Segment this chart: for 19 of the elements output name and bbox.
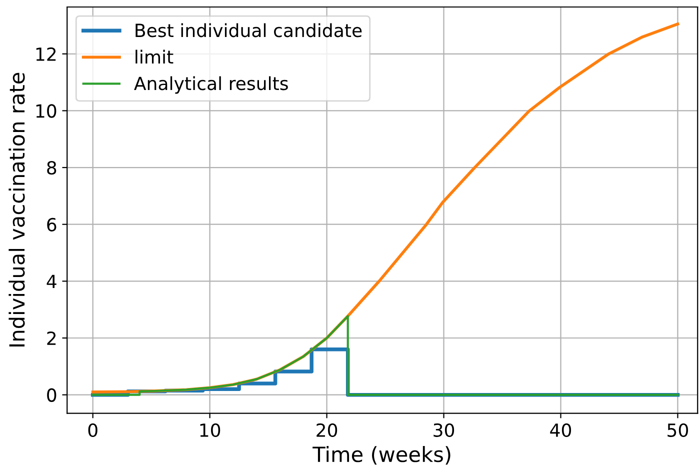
x-tick-label: 20	[316, 423, 338, 437]
y-tick-label: 0	[47, 388, 56, 402]
x-tick-label: 10	[200, 423, 220, 437]
x-axis-title: Time (weeks)	[312, 446, 450, 465]
y-tick-label: 10	[36, 104, 56, 118]
legend-label: limit	[136, 50, 174, 64]
y-tick-label: 6	[47, 218, 56, 232]
y-tick-label: 4	[46, 274, 56, 288]
y-tick-label: 8	[47, 160, 56, 175]
y-tick-label: 12	[36, 47, 56, 61]
x-tick-label: 40	[550, 423, 572, 437]
y-axis-title: Individual vaccination rate	[8, 72, 25, 346]
x-tick-label: 50	[668, 423, 688, 437]
x-tick-label: 0	[88, 423, 98, 437]
legend-label: Best individual candidate	[136, 23, 362, 38]
x-tick-label: 30	[434, 423, 454, 437]
line-series	[92, 315, 679, 396]
y-tick-label: 2	[47, 331, 56, 345]
legend-label: Analytical results	[134, 76, 288, 94]
